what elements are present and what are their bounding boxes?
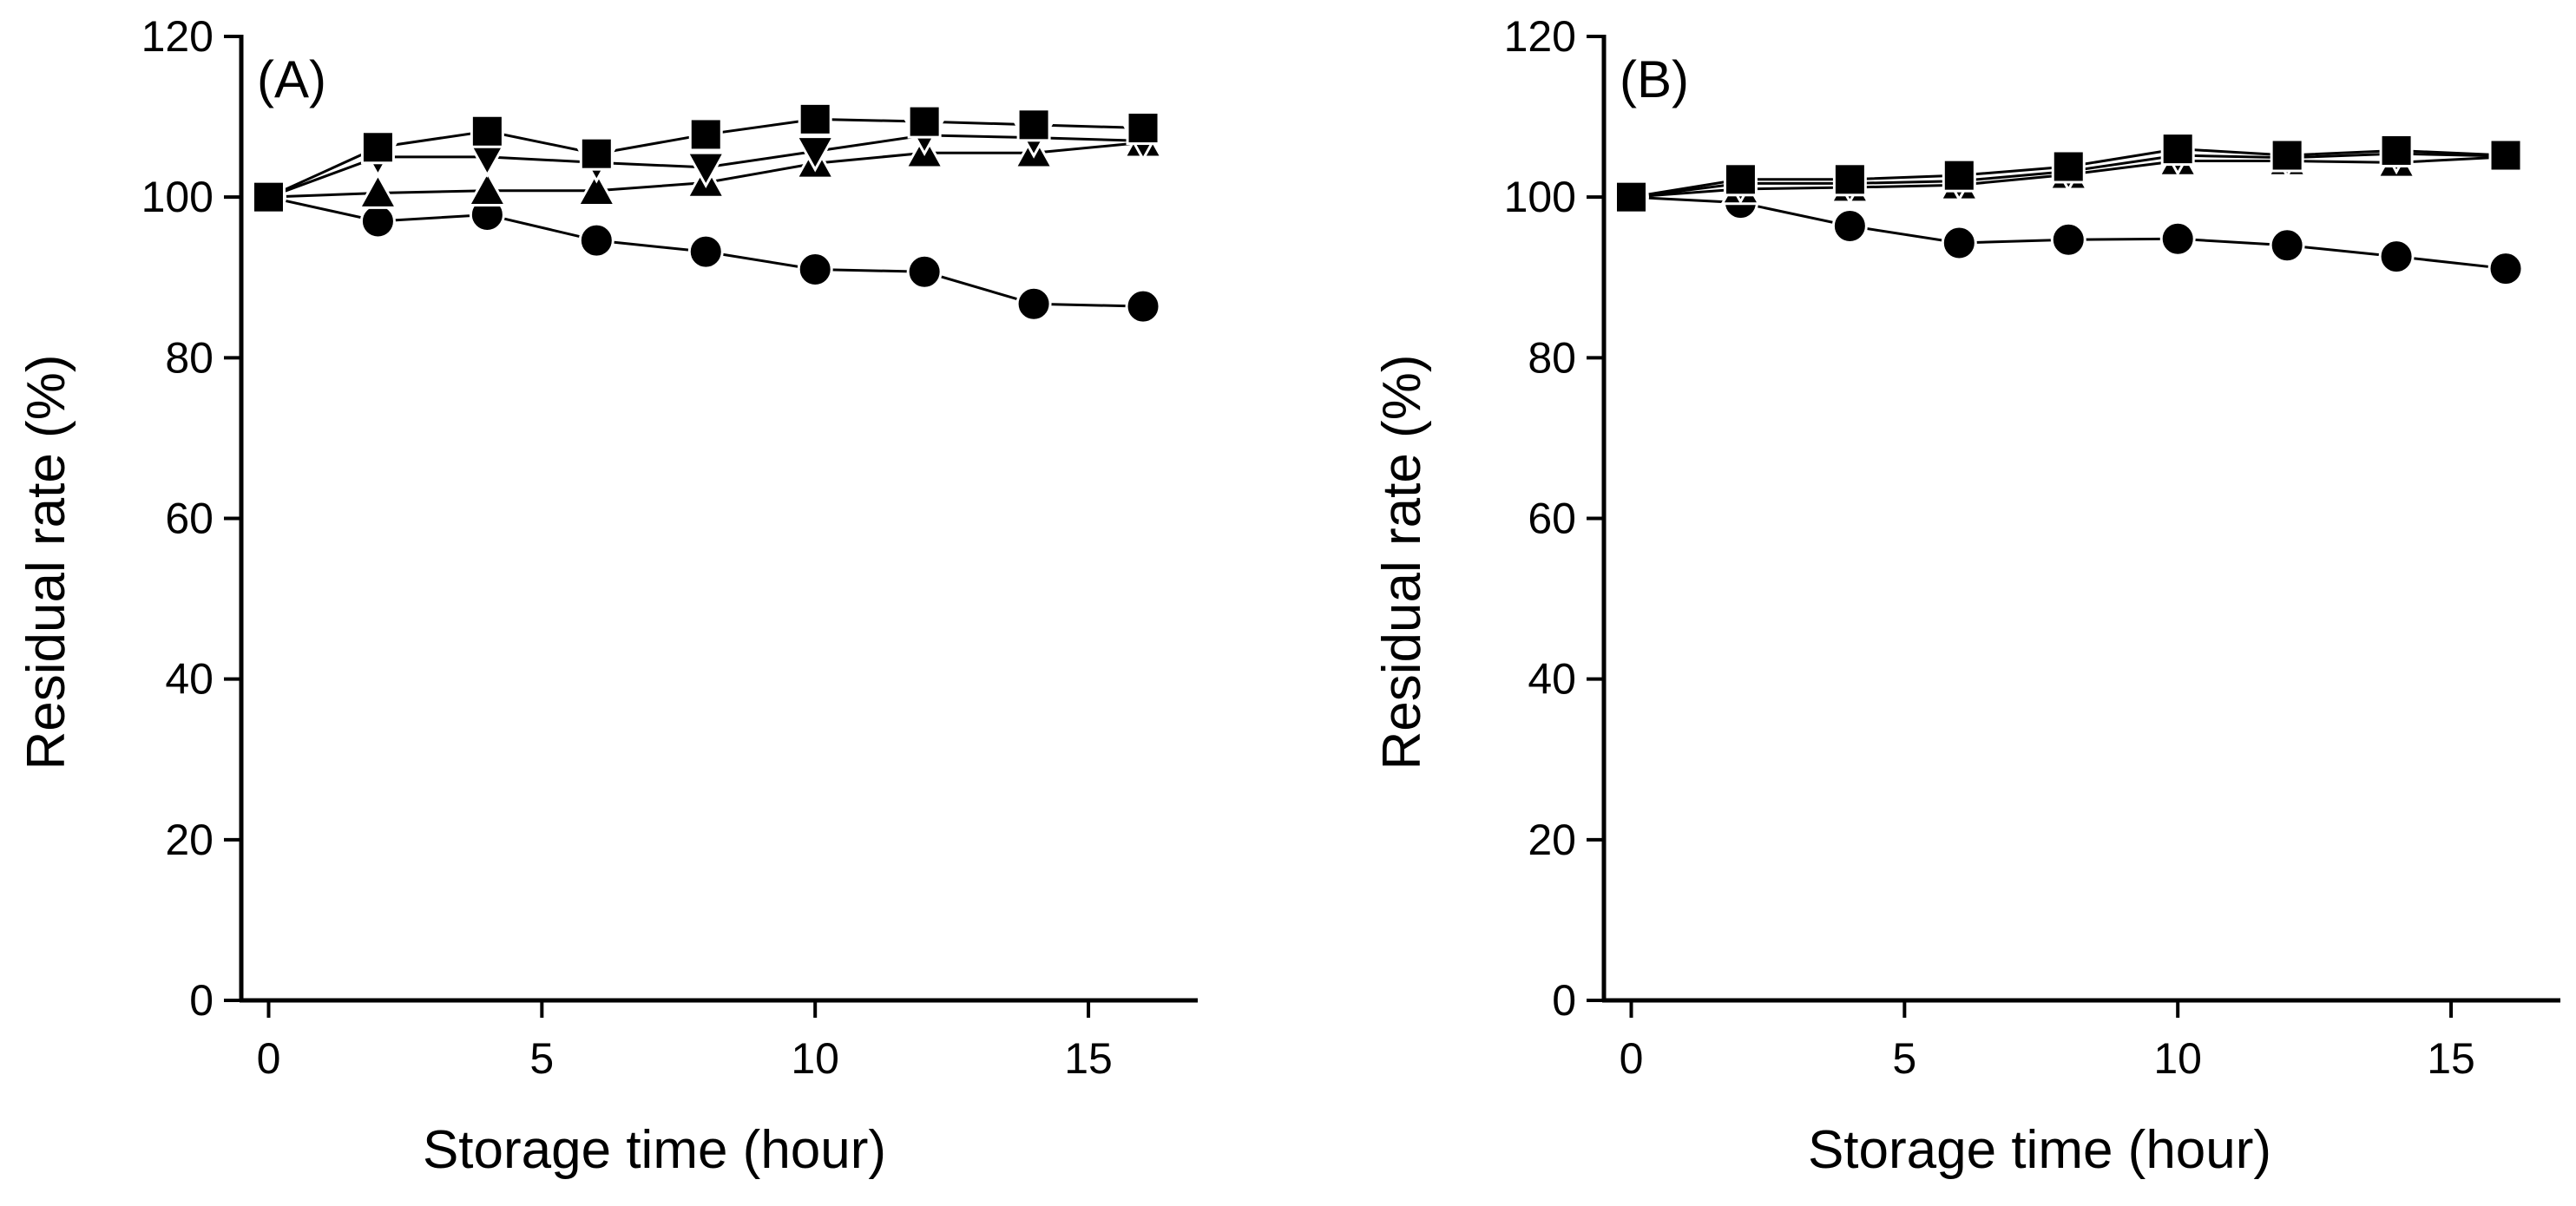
data-point-square (2379, 133, 2414, 167)
data-point-circle (1941, 225, 1977, 261)
x-tick-label: 15 (1064, 1034, 1113, 1083)
data-point-circle (687, 233, 724, 270)
panel-label: (A) (257, 50, 326, 108)
data-point-square (1016, 108, 1051, 142)
data-point-square (360, 130, 395, 165)
data-point-triangle-up (575, 169, 617, 207)
y-tick-label: 120 (1504, 12, 1576, 61)
series-square-markers (1613, 132, 2523, 214)
data-point-square (1832, 162, 1867, 197)
data-point-circle (797, 251, 833, 287)
x-tick-label: 5 (529, 1034, 554, 1083)
data-point-circle (2269, 227, 2305, 264)
y-axis-label: Residual rate (%) (16, 355, 76, 770)
y-tick-label: 100 (1504, 173, 1576, 221)
x-tick-label: 10 (791, 1034, 839, 1083)
y-tick-label: 20 (1528, 816, 1576, 864)
panel-label: (B) (1620, 50, 1689, 108)
chart-panel-b: (B) Residual rate (%) Storage time (hour… (1372, 12, 2560, 1180)
x-tick-label: 10 (2153, 1034, 2202, 1083)
data-point-square (1723, 162, 1758, 197)
y-tick-label: 0 (1552, 976, 1576, 1025)
x-tick-label: 0 (257, 1034, 281, 1083)
y-tick-label: 40 (1528, 655, 1576, 704)
data-point-square (907, 104, 942, 139)
data-point-square (2160, 132, 2195, 167)
y-tick-label: 80 (1528, 333, 1576, 382)
data-point-square (2051, 149, 2086, 184)
data-point-circle (906, 253, 943, 290)
data-point-circle (2378, 239, 2415, 275)
data-point-square (2488, 138, 2523, 173)
data-point-circle (1831, 207, 1868, 244)
y-axis-label: Residual rate (%) (1372, 355, 1432, 770)
data-point-triangle-down (685, 151, 726, 188)
data-point-square (688, 117, 723, 152)
data-point-square (579, 136, 614, 171)
y-tick-label: 60 (1528, 495, 1576, 543)
data-point-circle (359, 203, 396, 239)
data-point-triangle-down (794, 135, 836, 173)
y-tick-label: 60 (165, 495, 214, 543)
data-point-square (1942, 158, 1976, 193)
data-point-square (470, 114, 504, 148)
series-square-markers (251, 102, 1160, 214)
x-tick-label: 0 (1620, 1034, 1644, 1083)
data-point-circle (2050, 221, 2086, 258)
y-tick-label: 20 (165, 816, 214, 864)
x-tick-label: 5 (1892, 1034, 1916, 1083)
data-point-circle (1125, 288, 1161, 324)
y-tick-label: 120 (141, 12, 214, 61)
data-point-triangle-up (466, 169, 508, 207)
data-point-square (1126, 111, 1160, 146)
y-tick-label: 40 (165, 655, 214, 704)
data-point-square (1613, 180, 1648, 214)
y-tick-label: 0 (189, 976, 214, 1025)
data-point-circle (2159, 220, 2196, 257)
y-tick-label: 100 (141, 173, 214, 221)
chart-panel-a: (A) Residual rate (%) Storage time (hour… (16, 12, 1198, 1180)
data-point-triangle-up (357, 172, 398, 209)
x-tick-label: 15 (2427, 1034, 2475, 1083)
x-axis-label: Storage time (hour) (423, 1120, 886, 1180)
data-point-square (251, 180, 286, 214)
data-point-circle (2487, 251, 2524, 287)
x-axis-label: Storage time (hour) (1808, 1120, 2271, 1180)
data-point-square (2270, 138, 2304, 173)
data-point-square (798, 102, 832, 136)
y-tick-label: 80 (165, 333, 214, 382)
data-point-circle (1015, 285, 1052, 322)
data-point-circle (578, 222, 614, 259)
